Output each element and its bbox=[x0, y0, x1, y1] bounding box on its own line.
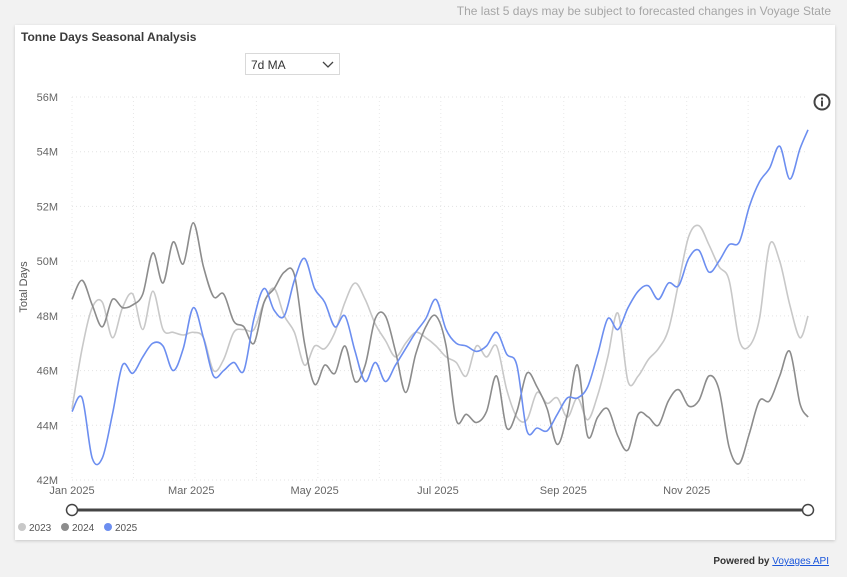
legend-label-2024: 2024 bbox=[72, 523, 95, 534]
date-range-slider[interactable] bbox=[65, 503, 815, 517]
slider-handle-end[interactable] bbox=[801, 503, 815, 517]
series-line-2025 bbox=[71, 129, 809, 466]
moving-average-dropdown[interactable]: 7d MA bbox=[245, 53, 340, 75]
slider-handle-start[interactable] bbox=[65, 503, 79, 517]
series-line-2024 bbox=[71, 221, 809, 465]
y-tick-label: 46M bbox=[37, 366, 58, 378]
legend-marker-2024 bbox=[61, 523, 69, 531]
y-tick-label: 50M bbox=[37, 256, 58, 268]
y-tick-label: 56M bbox=[37, 92, 58, 104]
x-tick-label: Sep 2025 bbox=[540, 485, 587, 497]
voyages-api-link[interactable]: Voyages API bbox=[772, 556, 829, 567]
series-line-2023 bbox=[71, 224, 809, 423]
x-tick-label: Nov 2025 bbox=[663, 485, 710, 497]
info-icon[interactable] bbox=[813, 93, 831, 111]
chart-card: Tonne Days Seasonal Analysis 7d MA 42M 44… bbox=[15, 25, 835, 540]
powered-by: Powered by Voyages API bbox=[713, 556, 829, 567]
y-tick-label: 42M bbox=[37, 475, 58, 487]
legend-marker-2025 bbox=[104, 523, 112, 531]
x-tick-label: May 2025 bbox=[290, 485, 338, 497]
chevron-down-icon bbox=[322, 61, 334, 68]
y-tick-label: 48M bbox=[37, 311, 58, 323]
x-tick-label: Jul 2025 bbox=[417, 485, 459, 497]
legend-marker-2023 bbox=[18, 523, 26, 531]
line-chart: 42M 44M 46M 48M 50M 52M 54M 56M Jan 2025 Mar 202… bbox=[18, 92, 815, 534]
legend-label-2025: 2025 bbox=[115, 523, 138, 534]
y-tick-label: 54M bbox=[37, 147, 58, 159]
y-tick-label: 44M bbox=[37, 420, 58, 432]
y-axis-label: Total Days bbox=[18, 261, 30, 313]
powered-by-label: Powered by bbox=[713, 556, 770, 567]
legend: 2023 2024 2025 bbox=[18, 523, 138, 534]
dropdown-value: 7d MA bbox=[251, 58, 286, 72]
x-tick-label: Mar 2025 bbox=[168, 485, 214, 497]
chart-title: Tonne Days Seasonal Analysis bbox=[21, 30, 197, 44]
legend-label-2023: 2023 bbox=[29, 523, 52, 534]
y-tick-label: 52M bbox=[37, 201, 58, 213]
forecast-notice: The last 5 days may be subject to foreca… bbox=[456, 4, 831, 18]
x-tick-label: Jan 2025 bbox=[49, 485, 94, 497]
